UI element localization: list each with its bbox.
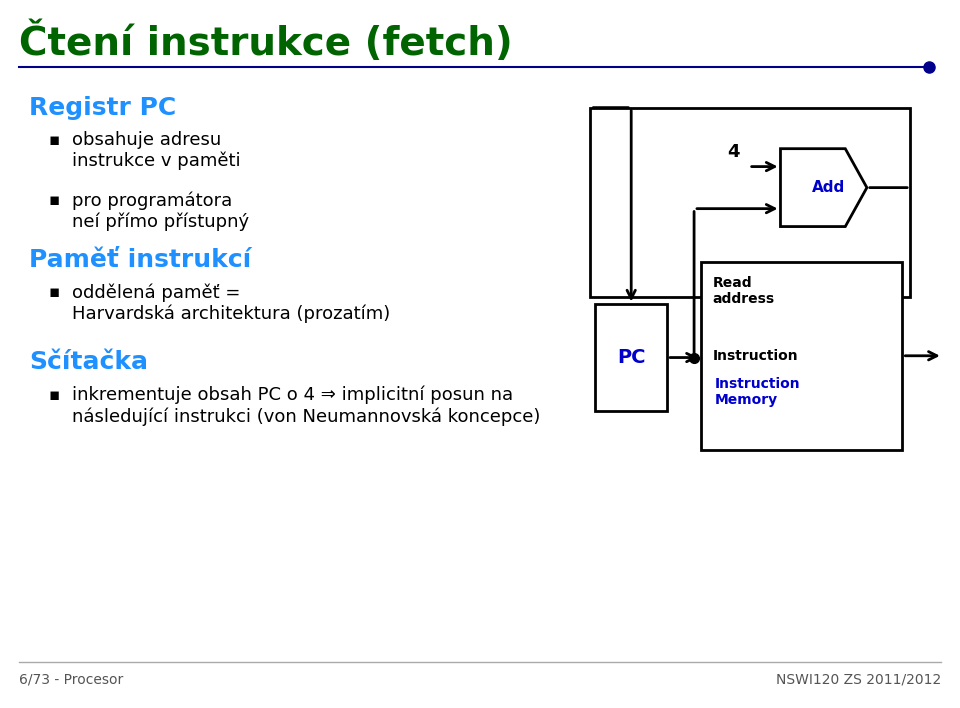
Text: Read
address: Read address bbox=[712, 276, 775, 307]
Bar bbox=[595, 304, 667, 411]
Text: oddělená paměť =
Harvardská architektura (prozatím): oddělená paměť = Harvardská architektura… bbox=[72, 283, 391, 323]
Text: 4: 4 bbox=[727, 143, 739, 161]
Text: Paměť instrukcí: Paměť instrukcí bbox=[29, 248, 252, 272]
Text: ▪: ▪ bbox=[48, 386, 60, 404]
Text: Instruction: Instruction bbox=[712, 349, 798, 362]
Text: Instruction
Memory: Instruction Memory bbox=[715, 377, 801, 407]
Text: Čtení instrukce (fetch): Čtení instrukce (fetch) bbox=[19, 21, 513, 63]
Text: obsahuje adresu
instrukce v paměti: obsahuje adresu instrukce v paměti bbox=[72, 131, 241, 171]
Text: inkrementuje obsah PC o 4 ⇒ implicitní posun na
následující instrukci (von Neuma: inkrementuje obsah PC o 4 ⇒ implicitní p… bbox=[72, 386, 540, 426]
Text: ▪: ▪ bbox=[48, 191, 60, 209]
Text: ▪: ▪ bbox=[48, 283, 60, 301]
Text: Sčítačka: Sčítačka bbox=[29, 350, 148, 375]
Text: pro programátora
neí přímo přístupný: pro programátora neí přímo přístupný bbox=[72, 191, 250, 231]
Polygon shape bbox=[780, 149, 867, 227]
Text: ▪: ▪ bbox=[48, 131, 60, 149]
Bar bbox=[701, 262, 902, 450]
Text: Add: Add bbox=[812, 180, 845, 195]
Bar bbox=[590, 108, 910, 297]
Text: Registr PC: Registr PC bbox=[29, 96, 176, 120]
Text: NSWI120 ZS 2011/2012: NSWI120 ZS 2011/2012 bbox=[776, 673, 941, 687]
Text: PC: PC bbox=[617, 348, 645, 367]
Text: 6/73 - Procesor: 6/73 - Procesor bbox=[19, 673, 124, 687]
